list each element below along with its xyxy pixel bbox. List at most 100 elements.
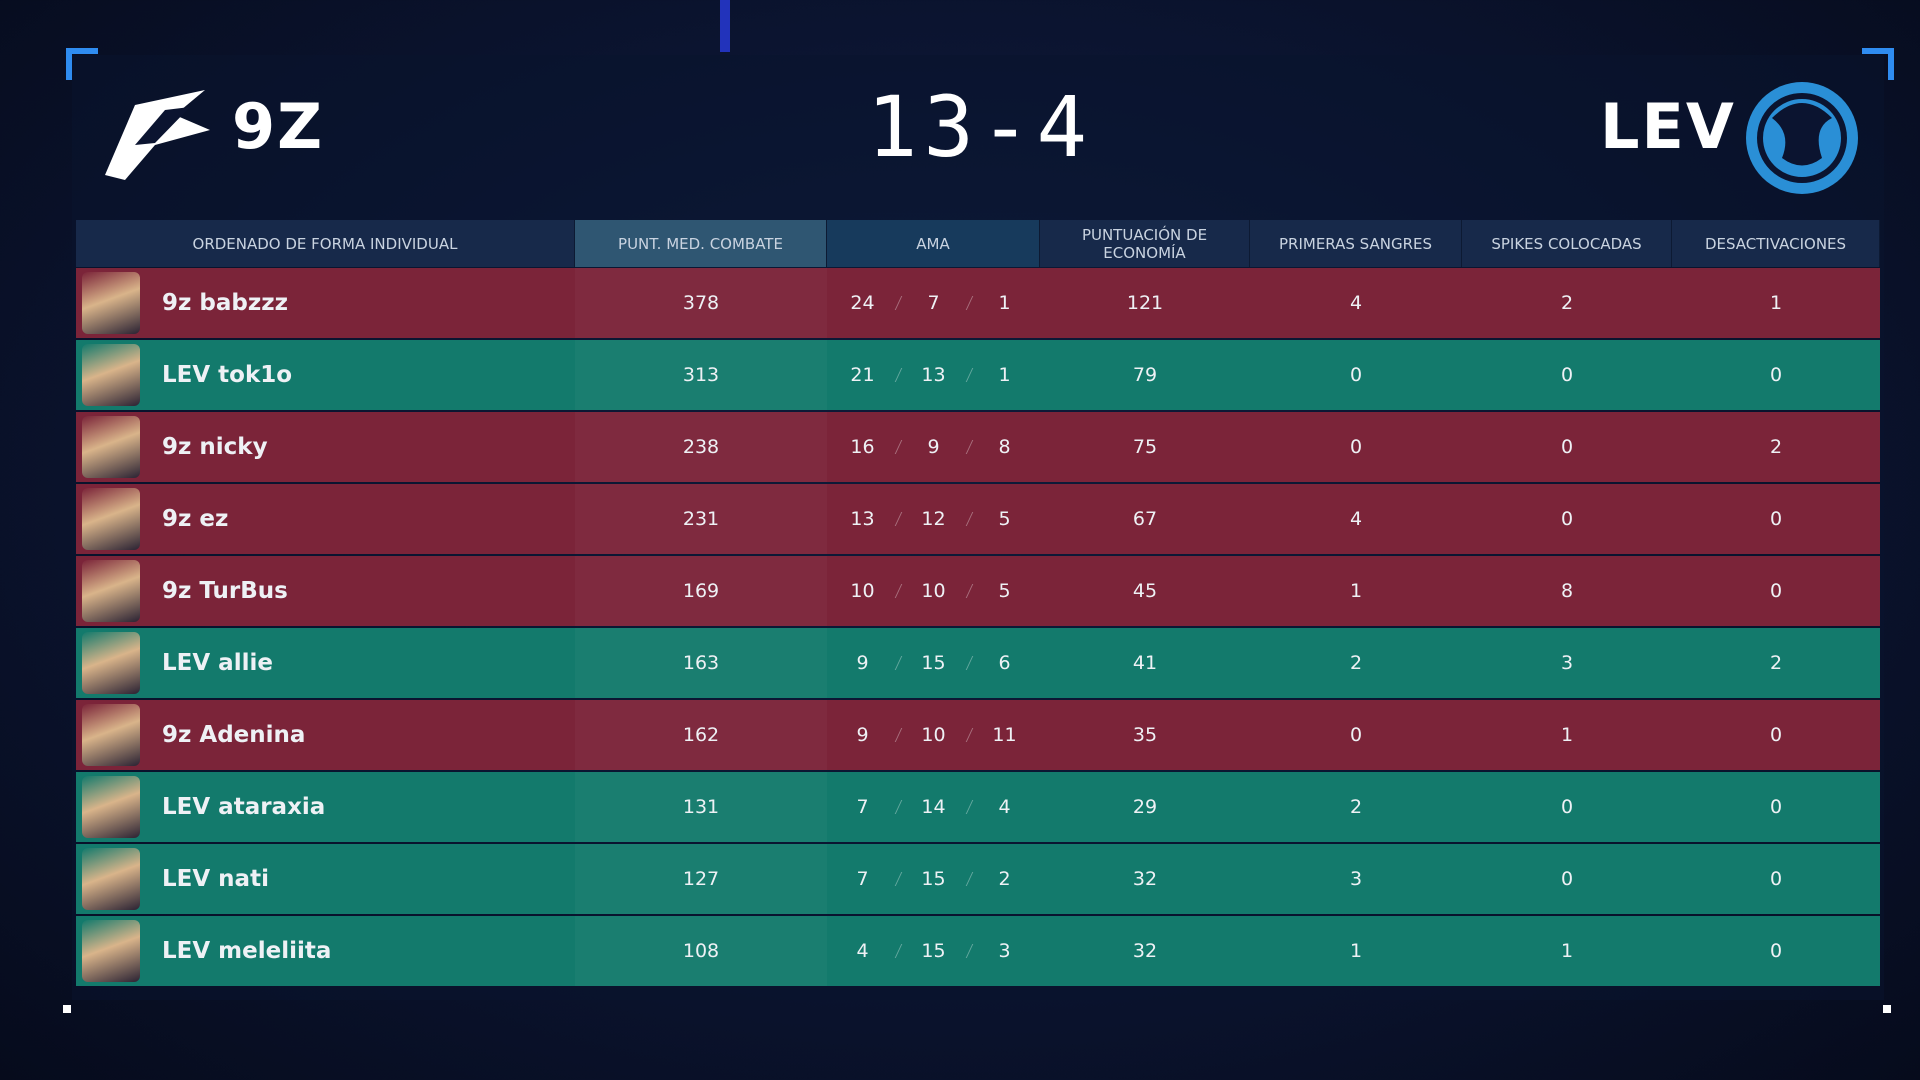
kills: 16 xyxy=(850,436,875,458)
avatar xyxy=(82,344,140,406)
assists: 1 xyxy=(998,364,1011,386)
acs: 127 xyxy=(575,844,827,914)
player-name: LEV tok1o xyxy=(162,362,293,388)
econ: 75 xyxy=(1132,436,1158,458)
right-team: LEV xyxy=(1600,90,1736,163)
defuses: 2 xyxy=(1769,436,1783,458)
player-row: LEV allie 163 9 15 6 41 2 3 2 xyxy=(76,628,1880,698)
plants: 0 xyxy=(1560,364,1574,386)
avatar xyxy=(82,704,140,766)
defuses: 0 xyxy=(1769,796,1783,818)
econ: 79 xyxy=(1132,364,1158,386)
player-row: LEV nati 127 7 15 2 32 3 0 0 xyxy=(76,844,1880,914)
avatar xyxy=(82,776,140,838)
defuses: 1 xyxy=(1769,292,1783,314)
assists: 6 xyxy=(998,652,1011,674)
defuses: 0 xyxy=(1769,724,1783,746)
corner xyxy=(1862,48,1894,80)
deaths: 15 xyxy=(921,652,946,674)
player-row: 9z ez 231 13 12 5 67 4 0 0 xyxy=(76,484,1880,554)
deaths: 15 xyxy=(921,940,946,962)
deaths: 13 xyxy=(921,364,946,386)
acs: 231 xyxy=(575,484,827,554)
first-bloods: 2 xyxy=(1349,796,1363,818)
kills: 13 xyxy=(850,508,875,530)
player-name: 9z Adenina xyxy=(162,722,306,748)
kills: 10 xyxy=(850,580,875,602)
acs: 163 xyxy=(575,628,827,698)
player-row: LEV tok1o 313 21 13 1 79 0 0 0 xyxy=(76,340,1880,410)
kills: 21 xyxy=(850,364,875,386)
kills: 24 xyxy=(850,292,875,314)
econ: 45 xyxy=(1132,580,1158,602)
deaths: 15 xyxy=(921,868,946,890)
team-logo xyxy=(1746,82,1858,194)
first-bloods: 2 xyxy=(1349,652,1363,674)
first-bloods: 0 xyxy=(1349,364,1363,386)
econ: 67 xyxy=(1132,508,1158,530)
assists: 2 xyxy=(998,868,1011,890)
deaths: 12 xyxy=(921,508,946,530)
player-row: 9z babzzz 378 24 7 1 121 4 2 1 xyxy=(76,268,1880,338)
player-name: 9z babzzz xyxy=(162,290,289,316)
kills: 7 xyxy=(856,796,869,818)
accent xyxy=(720,0,730,52)
column-header: PUNTUACIÓN DE ECONOMÍA xyxy=(1040,220,1250,267)
column-header: SPIKES COLOCADAS xyxy=(1462,220,1672,267)
first-bloods: 0 xyxy=(1349,436,1363,458)
defuses: 0 xyxy=(1769,940,1783,962)
econ: 35 xyxy=(1132,724,1158,746)
defuses: 2 xyxy=(1769,652,1783,674)
avatar xyxy=(82,488,140,550)
first-bloods: 4 xyxy=(1349,292,1363,314)
first-bloods: 3 xyxy=(1349,868,1363,890)
player-row: 9z TurBus 169 10 10 5 45 1 8 0 xyxy=(76,556,1880,626)
player-name: 9z nicky xyxy=(162,434,268,460)
score: 13-4 xyxy=(866,78,1094,176)
player-name: LEV meleliita xyxy=(162,938,332,964)
avatar xyxy=(82,272,140,334)
team-logo xyxy=(105,90,210,180)
player-row: LEV ataraxia 131 7 14 4 29 2 0 0 xyxy=(76,772,1880,842)
econ: 121 xyxy=(1126,292,1164,314)
econ: 29 xyxy=(1132,796,1158,818)
acs: 238 xyxy=(575,412,827,482)
plants: 1 xyxy=(1560,940,1574,962)
corner xyxy=(66,48,98,80)
column-header: DESACTIVACIONES xyxy=(1672,220,1880,267)
first-bloods: 1 xyxy=(1349,580,1363,602)
deaths: 9 xyxy=(927,436,940,458)
avatar xyxy=(82,920,140,982)
left-team: 9Z xyxy=(232,90,325,163)
defuses: 0 xyxy=(1769,364,1783,386)
column-header: ORDENADO DE FORMA INDIVIDUAL xyxy=(76,220,575,267)
acs: 378 xyxy=(575,268,827,338)
player-row: 9z Adenina 162 9 10 11 35 0 1 0 xyxy=(76,700,1880,770)
deaths: 10 xyxy=(921,580,946,602)
player-name: 9z TurBus xyxy=(162,578,288,604)
plants: 8 xyxy=(1560,580,1574,602)
assists: 1 xyxy=(998,292,1011,314)
kills: 9 xyxy=(856,724,869,746)
plants: 3 xyxy=(1560,652,1574,674)
acs: 169 xyxy=(575,556,827,626)
deaths: 7 xyxy=(927,292,940,314)
avatar xyxy=(82,848,140,910)
plants: 0 xyxy=(1560,868,1574,890)
column-header: PUNT. MED. COMBATE xyxy=(575,220,827,267)
player-name: LEV nati xyxy=(162,866,269,892)
deaths: 14 xyxy=(921,796,946,818)
player-name: LEV allie xyxy=(162,650,273,676)
econ: 32 xyxy=(1132,868,1158,890)
avatar xyxy=(82,632,140,694)
defuses: 0 xyxy=(1769,580,1783,602)
first-bloods: 1 xyxy=(1349,940,1363,962)
acs: 162 xyxy=(575,700,827,770)
plants: 2 xyxy=(1560,292,1574,314)
plants: 1 xyxy=(1560,724,1574,746)
econ: 41 xyxy=(1132,652,1158,674)
assists: 11 xyxy=(992,724,1017,746)
econ: 32 xyxy=(1132,940,1158,962)
column-header: AMA xyxy=(827,220,1040,267)
first-bloods: 4 xyxy=(1349,508,1363,530)
